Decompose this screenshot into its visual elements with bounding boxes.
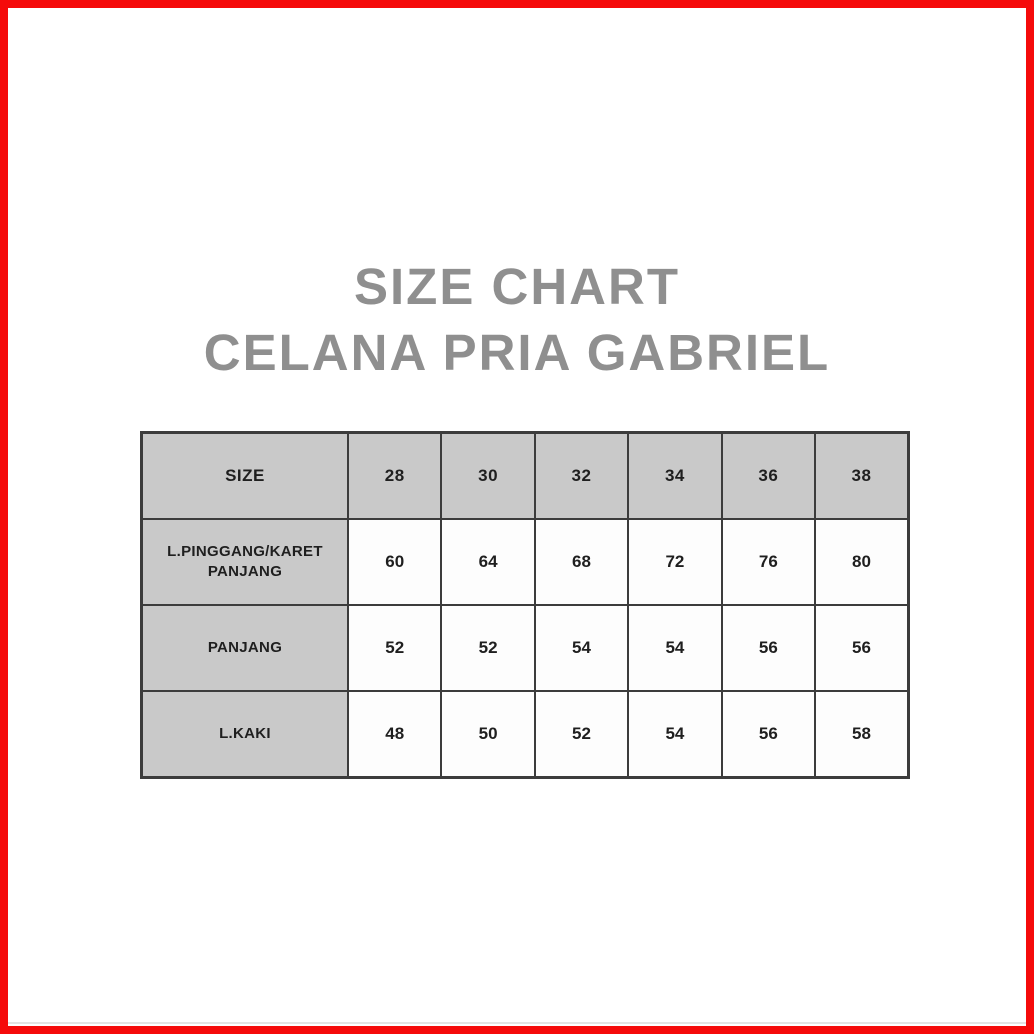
size-value-cell: 50 bbox=[440, 690, 536, 779]
size-value-cell: 72 bbox=[627, 518, 723, 606]
size-value-cell: 68 bbox=[533, 518, 630, 606]
size-value-cell: 76 bbox=[720, 518, 817, 606]
size-table-header-row: SIZE 28 30 32 34 36 38 bbox=[140, 431, 910, 520]
size-table-row: L.KAKI 48 50 52 54 56 58 bbox=[140, 690, 910, 779]
size-chart-table: SIZE 28 30 32 34 36 38 L.PINGGANG/KARET PANJAN… bbox=[140, 431, 910, 779]
size-value-cell: 56 bbox=[814, 604, 910, 692]
size-value-cell: 60 bbox=[346, 518, 443, 606]
size-value-cell: 52 bbox=[533, 690, 630, 779]
row-label-cell: L.PINGGANG/KARET PANJANG bbox=[140, 518, 349, 606]
size-chart-title: SIZE CHART CELANA PRIA GABRIEL bbox=[8, 254, 1026, 386]
size-value-cell: 52 bbox=[346, 604, 443, 692]
size-header-cell: SIZE bbox=[140, 431, 349, 520]
size-table-row: L.PINGGANG/KARET PANJANG 60 64 68 72 76 80 bbox=[140, 518, 910, 606]
size-header-cell: 30 bbox=[440, 431, 536, 520]
size-value-cell: 54 bbox=[627, 604, 723, 692]
size-value-cell: 52 bbox=[440, 604, 536, 692]
size-header-cell: 36 bbox=[720, 431, 817, 520]
size-value-cell: 64 bbox=[440, 518, 536, 606]
size-chart-title-line2: CELANA PRIA GABRIEL bbox=[203, 324, 831, 381]
size-table-body: L.PINGGANG/KARET PANJANG 60 64 68 72 76 80 PANJ… bbox=[140, 518, 910, 779]
size-header-cell: 34 bbox=[627, 431, 723, 520]
size-value-cell: 54 bbox=[533, 604, 630, 692]
size-value-cell: 80 bbox=[814, 518, 910, 606]
bottom-divider-line bbox=[8, 1022, 1026, 1024]
size-chart-title-line1: SIZE CHART bbox=[354, 258, 680, 315]
size-value-cell: 54 bbox=[627, 690, 723, 779]
row-label-cell: L.KAKI bbox=[140, 690, 349, 779]
size-header-cell: 32 bbox=[533, 431, 630, 520]
size-header-cell: 38 bbox=[814, 431, 910, 520]
size-header-cell: 28 bbox=[346, 431, 443, 520]
size-table-header: SIZE 28 30 32 34 36 38 bbox=[140, 431, 910, 520]
size-value-cell: 58 bbox=[814, 690, 910, 779]
size-value-cell: 56 bbox=[720, 690, 817, 779]
size-table-row: PANJANG 52 52 54 54 56 56 bbox=[140, 604, 910, 692]
size-value-cell: 48 bbox=[346, 690, 443, 779]
size-value-cell: 56 bbox=[720, 604, 817, 692]
row-label-cell: PANJANG bbox=[140, 604, 349, 692]
